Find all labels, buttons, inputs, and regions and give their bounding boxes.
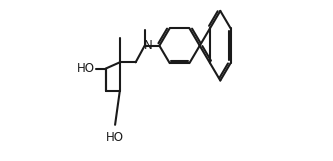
Text: HO: HO <box>106 131 124 144</box>
Text: HO: HO <box>77 62 95 75</box>
Text: N: N <box>144 39 153 52</box>
